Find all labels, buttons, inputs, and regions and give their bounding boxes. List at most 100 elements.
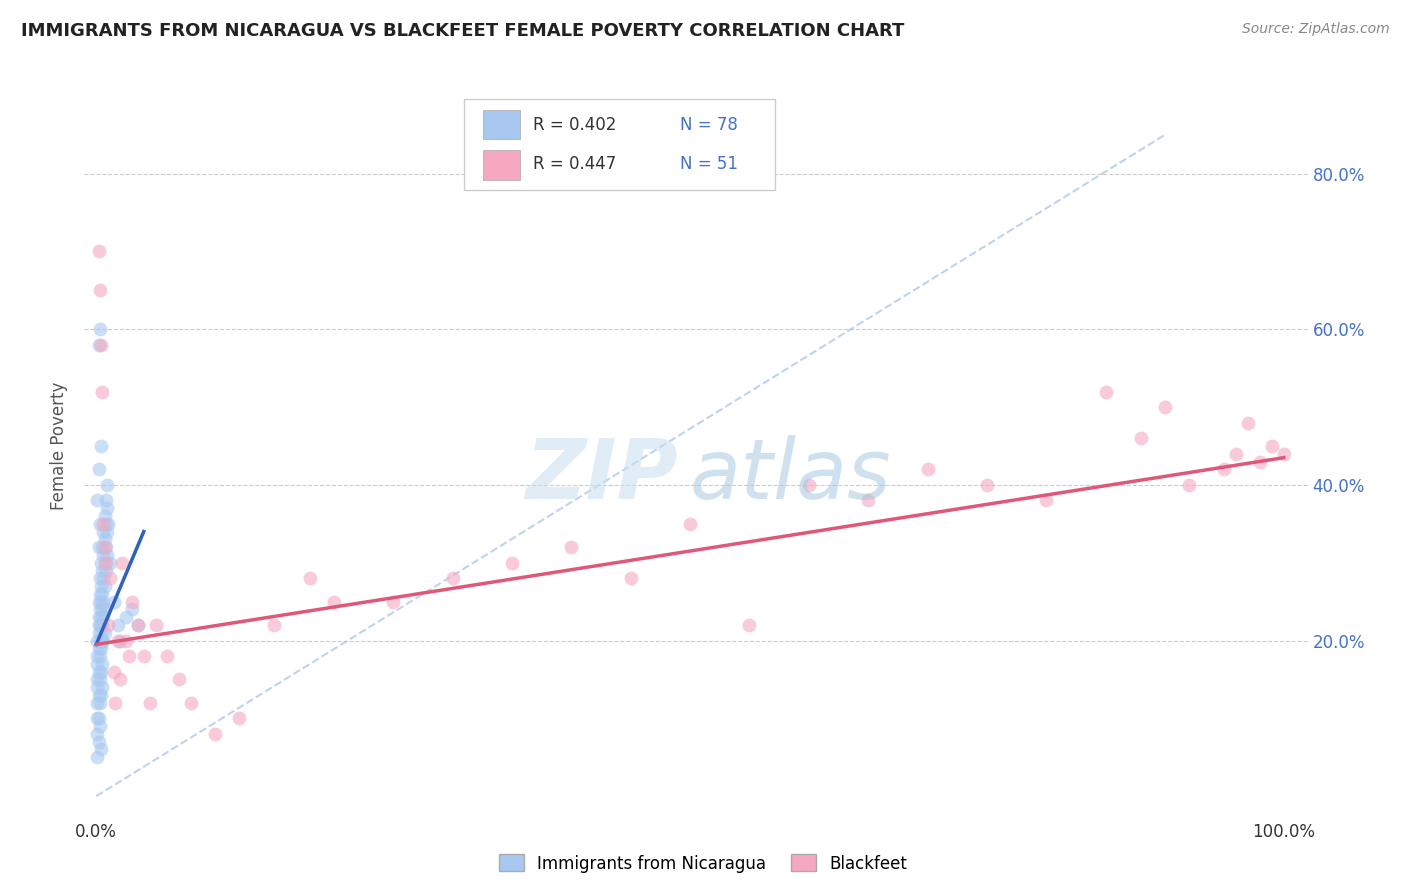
Point [87, 610, 110, 624]
FancyBboxPatch shape [464, 99, 776, 190]
Point [138, 696, 160, 710]
Point [87, 338, 110, 352]
Point [89, 673, 111, 687]
Text: ZIP: ZIP [524, 434, 678, 516]
Point [1237, 416, 1260, 430]
Point [228, 711, 250, 725]
FancyBboxPatch shape [484, 110, 520, 139]
Text: N = 51: N = 51 [681, 154, 738, 173]
Point [86, 633, 108, 648]
Point [89, 587, 111, 601]
Point [145, 618, 167, 632]
Point [93, 516, 115, 531]
Text: atlas: atlas [690, 434, 891, 516]
Point [91, 587, 114, 601]
Point [797, 478, 820, 492]
Point [1178, 478, 1201, 492]
Point [107, 618, 129, 632]
Point [917, 462, 939, 476]
Point [89, 602, 111, 616]
Point [90, 338, 112, 352]
Point [86, 696, 108, 710]
Point [108, 633, 131, 648]
Point [104, 696, 127, 710]
Point [1035, 493, 1057, 508]
Point [107, 633, 129, 648]
Point [1261, 439, 1284, 453]
Point [93, 540, 115, 554]
Point [89, 696, 111, 710]
Text: Source: ZipAtlas.com: Source: ZipAtlas.com [1241, 22, 1389, 37]
Point [298, 571, 321, 585]
Point [132, 649, 155, 664]
Point [90, 556, 112, 570]
Point [91, 564, 114, 578]
Point [169, 673, 191, 687]
Point [91, 680, 114, 694]
Point [96, 548, 118, 562]
Point [501, 556, 523, 570]
Point [1094, 384, 1116, 399]
Point [180, 696, 202, 710]
Point [93, 633, 115, 648]
Point [976, 478, 998, 492]
Point [1249, 454, 1271, 468]
Point [90, 625, 112, 640]
Point [856, 493, 879, 508]
Point [118, 649, 141, 664]
Point [86, 711, 108, 725]
Point [111, 556, 134, 570]
Point [93, 533, 115, 547]
Point [87, 540, 110, 554]
Point [94, 556, 117, 570]
Point [94, 493, 117, 508]
Point [93, 579, 115, 593]
Point [103, 665, 125, 679]
Point [89, 633, 111, 648]
Point [86, 649, 108, 664]
Point [89, 322, 111, 336]
Point [96, 501, 118, 516]
Point [89, 284, 111, 298]
Point [91, 540, 114, 554]
Point [620, 571, 643, 585]
Text: N = 78: N = 78 [681, 116, 738, 134]
Point [127, 618, 149, 632]
Point [89, 571, 111, 585]
Point [115, 610, 138, 624]
Point [127, 618, 149, 632]
Y-axis label: Female Poverty: Female Poverty [51, 382, 69, 510]
Point [156, 649, 179, 664]
Point [93, 509, 115, 524]
Point [679, 516, 702, 531]
Point [89, 649, 111, 664]
Point [204, 727, 226, 741]
Point [86, 750, 108, 764]
Point [87, 688, 110, 702]
Legend: Immigrants from Nicaragua, Blackfeet: Immigrants from Nicaragua, Blackfeet [492, 847, 914, 880]
Point [87, 618, 110, 632]
Point [93, 594, 115, 608]
Point [93, 556, 115, 570]
Point [90, 439, 112, 453]
Point [87, 734, 110, 748]
Point [90, 579, 112, 593]
Point [1154, 400, 1177, 414]
Point [91, 602, 114, 616]
Point [1213, 462, 1236, 476]
Point [86, 680, 108, 694]
Point [322, 594, 344, 608]
Point [87, 665, 110, 679]
Point [382, 594, 405, 608]
Text: R = 0.447: R = 0.447 [533, 154, 617, 173]
Point [90, 742, 112, 756]
Point [90, 688, 112, 702]
Point [86, 657, 108, 671]
Point [90, 610, 112, 624]
Point [87, 641, 110, 656]
Point [90, 641, 112, 656]
Point [560, 540, 582, 554]
Text: R = 0.402: R = 0.402 [533, 116, 617, 134]
Point [87, 594, 110, 608]
Point [87, 625, 110, 640]
